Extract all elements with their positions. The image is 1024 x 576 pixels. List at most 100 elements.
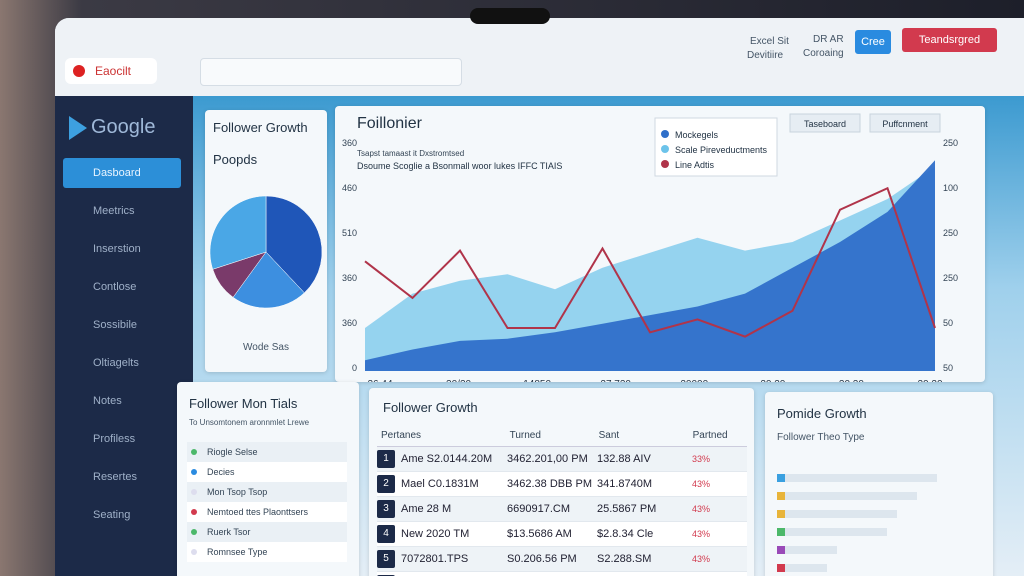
y2-tick-label: 250 <box>943 228 958 238</box>
pie-slice <box>265 195 323 294</box>
table-cell: 341.8740M <box>597 478 653 490</box>
y2-tick-label: 50 <box>943 318 953 328</box>
table-cell: $2.8.34 Cle <box>597 528 654 540</box>
row-badge: 3 <box>377 500 395 518</box>
menu-dr[interactable]: DR AR <box>813 34 844 45</box>
menu-coroaing[interactable]: Coroaing <box>803 48 844 59</box>
bar-row <box>777 528 887 536</box>
menu-excel[interactable]: Excel Sit <box>750 36 789 47</box>
table-row: 3 Ame 28 M 6690917.CM 25.5867 PM 43% <box>377 497 747 522</box>
row-badge: 1 <box>377 450 395 468</box>
table-cell: 3462.201,00 PM <box>507 453 588 465</box>
nav-item[interactable]: Contlose <box>93 281 137 293</box>
list-dot <box>191 529 197 535</box>
y-tick-label: 460 <box>342 183 357 193</box>
nav-item[interactable]: Dasboard <box>63 158 181 188</box>
y-tick-label: 360 <box>342 273 357 283</box>
list-dot <box>191 489 197 495</box>
table-row: 1 Ame S2.0144.20M 3462.201,00 PM 132.88 AIV… <box>377 447 747 472</box>
list-label: Mon Tsop Tsop <box>207 487 268 497</box>
x-tick-label: 14850 <box>523 379 551 382</box>
pie-chart <box>209 195 323 309</box>
table-cell: 43% <box>692 529 711 539</box>
bar-row <box>777 546 837 554</box>
line-area-chart: Foillonier Tsapst tamaast it Dxstromtsed D… <box>342 113 958 382</box>
bar-row <box>777 510 897 518</box>
chart-button[interactable] <box>869 113 941 133</box>
nav-item[interactable]: Profiless <box>93 433 136 445</box>
nav-item[interactable]: Notes <box>93 395 122 407</box>
list-subtitle: To Unsomtonem aronnmlet Lrewe <box>189 418 310 427</box>
nav-item[interactable]: Meetrics <box>93 205 135 217</box>
y-tick-label: 510 <box>342 228 357 238</box>
table-row: 2 Mael C0.1831M 3462.38 DBB PM 341.8740M 43% <box>377 472 747 497</box>
list-label: Riogle Selse <box>207 447 258 457</box>
table-header: Pertanes Turned Sant Partned <box>377 424 747 447</box>
y2-tick-label: 250 <box>943 138 958 148</box>
line <box>364 186 936 338</box>
list-label: Decies <box>207 467 235 477</box>
table: Pertanes Turned Sant Partned 1 Ame S2.0144.20… <box>377 424 747 576</box>
nav-item[interactable]: Oltiagelts <box>93 357 139 369</box>
table-row: 6Sa2.18018 UL$14.1.BN <box>377 572 747 576</box>
table-cell: 43% <box>692 504 711 514</box>
legend-label: Line Adtis <box>675 160 715 170</box>
pie-slice <box>209 195 267 270</box>
x-tick-label: 20.20 <box>760 379 785 382</box>
x-tick-label: 20000 <box>680 379 708 382</box>
screen: Eaocilt Excel Sit Devitiire DR AR Coroai… <box>55 18 1024 576</box>
x-tick-label: 27,720 <box>600 379 631 382</box>
table-cell: $13.5686 AM <box>507 528 572 540</box>
table-cell: 132.88 AIV <box>597 453 651 465</box>
chart-subtitle: Tsapst tamaast it Dxstromtsed <box>357 149 464 158</box>
pie-title: Follower Growth <box>213 120 308 135</box>
y-tick-label: 360 <box>342 138 357 148</box>
table-cell: 33% <box>692 454 711 464</box>
chart-button-label: Puffcnment <box>882 119 928 129</box>
column-header: Turned <box>509 429 541 441</box>
table-cell: Mael C0.1831M <box>401 478 479 490</box>
logo-icon <box>69 116 87 140</box>
legend-swatch <box>661 160 669 168</box>
sidebar-logo: Google <box>91 116 156 138</box>
danger-button[interactable]: Teandsrgred <box>902 28 997 52</box>
right-card: Pomide Growth Follower Theo Type <box>765 392 993 576</box>
menu-device[interactable]: Devitiire <box>747 50 784 61</box>
chart-card: Foillonier Tsapst tamaast it Dxstromtsed D… <box>335 106 985 382</box>
nav-item[interactable]: Sossibile <box>93 319 138 331</box>
table-cell: 43% <box>692 479 711 489</box>
nav-item[interactable]: Inserstion <box>93 243 141 255</box>
x-tick-label: 20/20 <box>446 379 471 382</box>
column-header: Sant <box>598 429 620 441</box>
y-tick-label: 360 <box>342 318 357 328</box>
main-area: Follower Growth Poopds Wode Sas Foilloni… <box>177 96 1024 576</box>
y-tick-label: 0 <box>352 363 357 373</box>
table-cell: 43% <box>692 554 711 564</box>
search-input[interactable] <box>200 58 462 86</box>
camera-notch <box>470 8 550 24</box>
bar-row <box>777 492 917 500</box>
chart-button-label: Taseboard <box>804 119 846 129</box>
x-tick-label: 20.20 <box>839 379 864 382</box>
list-title: Follower Mon Tials <box>189 396 298 411</box>
top-bar: Eaocilt Excel Sit Devitiire DR AR Coroai… <box>55 18 1024 96</box>
sidebar: Google Dasboard Meetrics Inserstion Contlos… <box>55 96 193 576</box>
list-item: Ruerk Tsor <box>187 522 347 542</box>
list-dot <box>191 469 197 475</box>
row-badge: 4 <box>377 525 395 543</box>
chart-button[interactable] <box>789 113 861 133</box>
list-dot <box>191 509 197 515</box>
x-tick-label: 26.44 <box>367 379 392 382</box>
legend-swatch <box>661 145 669 153</box>
bar-row <box>777 564 827 572</box>
legend-box <box>654 117 778 177</box>
row-badge: 5 <box>377 550 395 568</box>
nav-item[interactable]: Seating <box>93 509 131 521</box>
y2-tick-label: 50 <box>943 363 953 373</box>
column-header: Partned <box>692 429 728 441</box>
nav-item[interactable]: Resertes <box>93 471 138 483</box>
list-item: Riogle Selse <box>187 442 347 462</box>
primary-button[interactable]: Cree <box>855 30 891 54</box>
x-tick-label: 20.20 <box>917 379 942 382</box>
